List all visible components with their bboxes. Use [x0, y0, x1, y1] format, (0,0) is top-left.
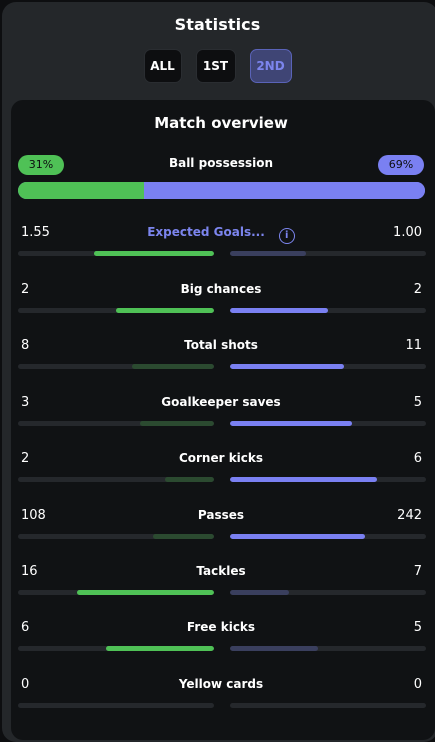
- stat-label-text: Passes: [197, 508, 245, 522]
- stat-home-bar: [18, 703, 214, 708]
- possession-label: Ball possession: [168, 156, 274, 170]
- stat-home-bar-fill: [131, 364, 214, 369]
- stat-home-bar-fill: [165, 477, 214, 482]
- stat-row: 2 Corner kicks 6: [11, 451, 435, 491]
- stat-home-bar: [18, 534, 214, 539]
- tab-2nd[interactable]: 2ND: [249, 49, 292, 83]
- stat-away-value: 5: [413, 620, 422, 635]
- stat-home-bar-fill: [116, 308, 214, 313]
- stat-home-value: 2: [21, 282, 30, 297]
- stat-home-value: 6: [21, 620, 30, 635]
- stat-label-text: Free kicks: [186, 620, 256, 634]
- stat-away-value: 7: [413, 564, 422, 579]
- stat-away-bar-fill: [230, 477, 377, 482]
- stat-home-value: 8: [21, 338, 30, 353]
- stat-away-value: 0: [413, 677, 422, 692]
- stat-label: Big chances: [11, 282, 431, 296]
- info-circle-icon[interactable]: i: [278, 228, 295, 244]
- stat-away-bar: [230, 421, 426, 426]
- stat-label: Tackles: [11, 564, 431, 578]
- stat-row: 16 Tackles 7: [11, 564, 435, 604]
- tab-1st[interactable]: 1ST: [195, 49, 236, 83]
- stat-home-bar: [18, 477, 214, 482]
- stat-away-value: 5: [413, 395, 422, 410]
- page-title: Statistics: [174, 15, 261, 34]
- stat-label-text: Goalkeeper saves: [161, 395, 281, 409]
- stat-away-bar: [230, 646, 426, 651]
- stat-away-bar: [230, 477, 426, 482]
- stat-row: 2 Big chances 2: [11, 282, 435, 322]
- stat-label: Goalkeeper saves: [11, 395, 431, 409]
- stat-home-bar: [18, 251, 214, 256]
- stat-home-bar: [18, 308, 214, 313]
- possession-bar: [18, 182, 425, 199]
- stat-row: 108 Passes 242: [11, 508, 435, 548]
- stat-home-value: 16: [21, 564, 38, 579]
- stat-home-bar: [18, 646, 214, 651]
- stat-away-value: 6: [413, 451, 422, 466]
- stat-away-bar-fill: [230, 646, 319, 651]
- stat-home-bar-fill: [139, 421, 214, 426]
- stat-away-value: 1.00: [393, 225, 422, 240]
- section-title: Match overview: [154, 114, 288, 132]
- stat-away-bar: [230, 364, 426, 369]
- stat-home-bar-fill: [94, 251, 214, 256]
- stat-away-bar: [230, 534, 426, 539]
- possession-away-fill: [144, 182, 425, 199]
- stat-label-text[interactable]: Expected Goals...: [147, 225, 265, 239]
- stat-away-bar: [230, 251, 426, 256]
- period-tabs: ALL 1ST 2ND: [0, 49, 435, 83]
- stat-label-text: Tackles: [196, 564, 246, 578]
- stat-home-bar-fill: [153, 534, 214, 539]
- stat-away-bar: [230, 308, 426, 313]
- stat-home-bar-fill: [76, 590, 214, 595]
- stat-label-text: Big chances: [180, 282, 262, 296]
- stat-row: 8 Total shots 11: [11, 338, 435, 378]
- stat-away-bar-fill: [230, 590, 289, 595]
- stat-label: Free kicks: [11, 620, 431, 634]
- stat-away-bar-fill: [230, 421, 352, 426]
- stat-away-value: 242: [397, 508, 422, 523]
- stat-home-value: 3: [21, 395, 30, 410]
- stat-away-value: 11: [405, 338, 422, 353]
- stat-label: Corner kicks: [11, 451, 431, 465]
- stat-home-bar: [18, 364, 214, 369]
- stat-home-bar: [18, 590, 214, 595]
- stat-row: 6 Free kicks 5: [11, 620, 435, 660]
- stat-row: 0 Yellow cards 0: [11, 677, 435, 717]
- stat-away-bar-fill: [230, 308, 328, 313]
- stat-home-bar-fill: [106, 646, 214, 651]
- stat-home-value: 108: [21, 508, 46, 523]
- stat-away-value: 2: [413, 282, 422, 297]
- stat-home-bar: [18, 421, 214, 426]
- stat-row: 1.55 Expected Goals... i 1.00: [11, 225, 435, 265]
- stat-label: Total shots: [11, 338, 431, 352]
- stat-label-text: Yellow cards: [178, 677, 264, 691]
- stat-home-value: 0: [21, 677, 30, 692]
- stat-away-bar-fill: [230, 364, 344, 369]
- possession-home-fill: [18, 182, 145, 199]
- stat-label-text: Total shots: [184, 338, 258, 352]
- stat-away-bar: [230, 703, 426, 708]
- possession-away-badge: 69%: [378, 155, 424, 175]
- stat-label: Passes: [11, 508, 431, 522]
- stat-label-text: Corner kicks: [178, 451, 264, 465]
- tab-all[interactable]: ALL: [143, 49, 182, 83]
- stat-home-value: 2: [21, 451, 30, 466]
- stat-label: Yellow cards: [11, 677, 431, 691]
- match-overview-card: Match overview 31% Ball possession 69% 1…: [11, 100, 435, 740]
- stat-away-bar: [230, 590, 426, 595]
- possession-home-badge: 31%: [18, 155, 64, 175]
- stat-home-value: 1.55: [21, 225, 50, 240]
- stat-away-bar-fill: [230, 534, 366, 539]
- stat-label[interactable]: Expected Goals... i: [11, 225, 431, 244]
- stat-away-bar-fill: [230, 251, 307, 256]
- stat-row: 3 Goalkeeper saves 5: [11, 395, 435, 435]
